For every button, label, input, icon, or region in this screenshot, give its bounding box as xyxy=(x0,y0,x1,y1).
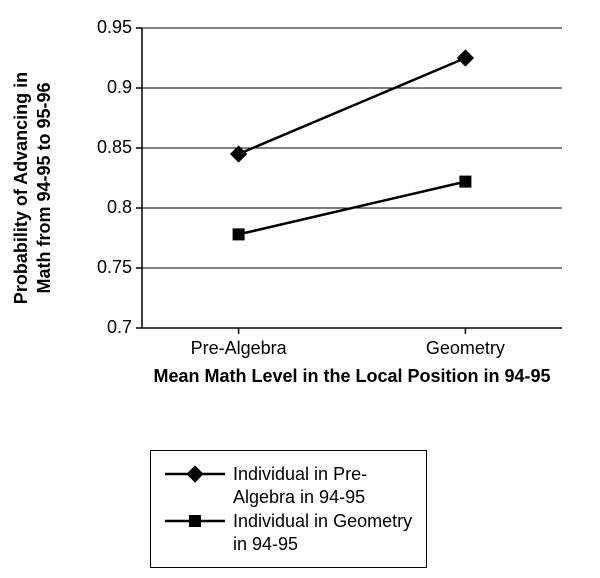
legend: Individual in Pre-Algebra in 94-95Indivi… xyxy=(150,450,427,568)
chart: Probability of Advancing in Math from 94… xyxy=(20,18,580,408)
legend-item: Individual in Geometryin 94-95 xyxy=(163,510,412,555)
legend-label: Individual in Geometryin 94-95 xyxy=(233,510,412,555)
x-tick-label: Pre-Algebra xyxy=(169,338,309,359)
square-marker-icon xyxy=(163,510,227,532)
page-root: Probability of Advancing in Math from 94… xyxy=(0,0,600,578)
diamond-marker-icon xyxy=(163,463,227,485)
chart-svg xyxy=(20,18,582,348)
legend-item: Individual in Pre-Algebra in 94-95 xyxy=(163,463,412,508)
x-axis-title: Mean Math Level in the Local Position in… xyxy=(142,366,562,387)
legend-label: Individual in Pre-Algebra in 94-95 xyxy=(233,463,367,508)
x-tick-label: Geometry xyxy=(395,338,535,359)
